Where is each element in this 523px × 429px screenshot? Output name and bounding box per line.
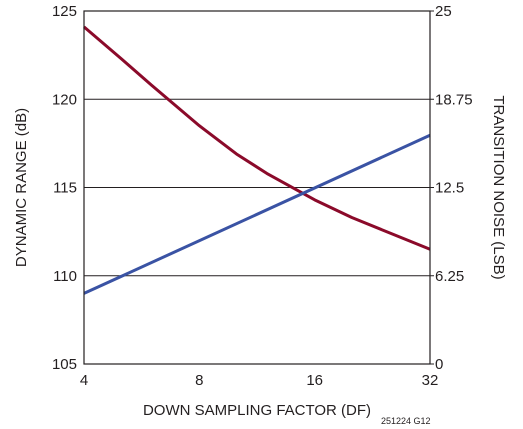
x-tick-label: 4	[80, 372, 88, 389]
series-layer	[83, 25, 431, 295]
y2-tick-label: 12.5	[435, 180, 464, 197]
x-axis-title: DOWN SAMPLING FACTOR (DF)	[143, 402, 371, 419]
y2-tick-label: 18.75	[435, 91, 473, 108]
y2-axis-title: TRANSITION NOISE (LSB)	[490, 95, 507, 279]
grid-lines	[84, 98, 430, 277]
x-tick-label: 32	[422, 372, 439, 389]
tick-marks	[430, 10, 434, 365]
x-tick-label: 16	[306, 372, 323, 389]
x-tick-labels: 4 8 16 32	[80, 372, 439, 389]
y-tick-label: 115	[53, 180, 77, 197]
y-tick-label: 125	[52, 3, 77, 20]
y2-tick-labels: 0 6.25 12.5 18.75 25	[435, 3, 473, 373]
y2-tick-label: 6.25	[435, 268, 464, 285]
y2-tick-label: 0	[435, 356, 443, 373]
y2-tick-label: 25	[435, 3, 452, 20]
figure-note: 251224 G12	[381, 416, 431, 426]
dynamic-range-line	[83, 25, 431, 251]
y-axis-title: DYNAMIC RANGE (dB)	[13, 108, 30, 267]
y-tick-label: 120	[52, 91, 77, 108]
y-tick-label: 110	[53, 268, 77, 285]
x-tick-label: 8	[195, 372, 203, 389]
y-tick-labels: 105 110 115 120 125	[52, 3, 77, 373]
transition-noise-line	[83, 133, 431, 295]
y-tick-label: 105	[52, 356, 77, 373]
